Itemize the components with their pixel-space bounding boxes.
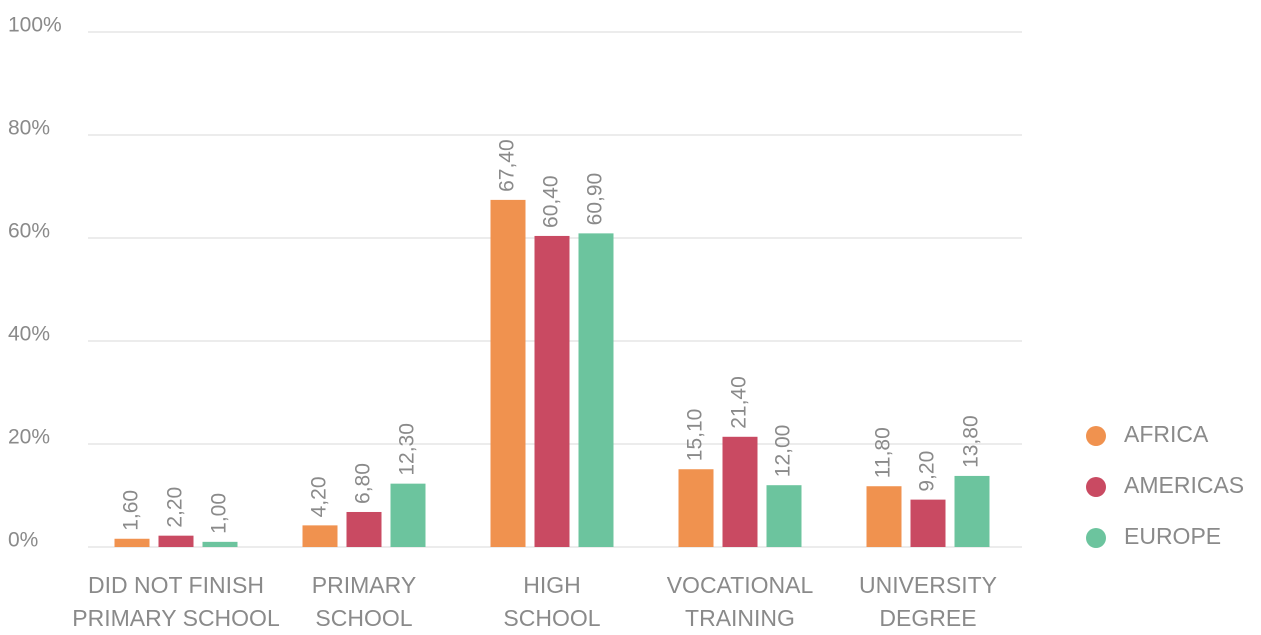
bar [722,436,758,547]
legend-marker [1086,477,1106,497]
x-tick-label: VOCATIONAL [667,572,814,598]
x-tick-label: DEGREE [879,605,976,631]
value-label: 13,80 [960,415,983,468]
bar [766,485,802,547]
y-tick-label: 0% [8,529,38,552]
value-label: 21,40 [728,376,751,429]
x-tick-label: SCHOOL [315,605,412,631]
value-label: 15,10 [684,409,707,462]
bar [954,475,990,547]
x-tick-label: DID NOT FINISH [88,572,264,598]
bar [490,199,526,547]
bar [302,525,338,547]
value-label: 60,90 [584,173,607,226]
bar [678,469,714,547]
legend-marker [1086,426,1106,446]
x-tick-label: PRIMARY [312,572,416,598]
y-tick-label: 100% [8,14,62,37]
x-tick-label: TRAINING [685,605,795,631]
value-label: 67,40 [496,139,519,192]
value-label: 4,20 [308,476,331,517]
x-tick-label: PRIMARY SCHOOL [72,605,280,631]
x-tick-label: UNIVERSITY [859,572,997,598]
value-label: 1,60 [120,490,143,531]
bar [114,538,150,547]
x-tick-label: HIGH [523,572,581,598]
y-tick-label: 20% [8,426,50,449]
bar [866,486,902,547]
value-label: 1,00 [208,493,231,534]
value-label: 2,20 [164,487,187,528]
y-tick-label: 60% [8,220,50,243]
bar [578,233,614,548]
value-label: 12,30 [396,423,419,476]
legend-label: AFRICA [1124,421,1209,447]
value-label: 60,40 [540,175,563,228]
legend-label: EUROPE [1124,523,1221,549]
bar [158,535,194,547]
legend-marker [1086,528,1106,548]
legend-label: AMERICAS [1124,472,1244,498]
bar [346,511,382,547]
value-label: 12,00 [772,425,795,478]
bar [390,483,426,547]
bar [534,235,570,547]
value-label: 9,20 [916,451,939,492]
y-tick-label: 40% [8,323,50,346]
y-tick-label: 80% [8,117,50,140]
value-label: 11,80 [872,427,895,478]
x-tick-label: SCHOOL [503,605,600,631]
bar [202,541,238,547]
bar [910,499,946,547]
value-label: 6,80 [352,463,375,504]
